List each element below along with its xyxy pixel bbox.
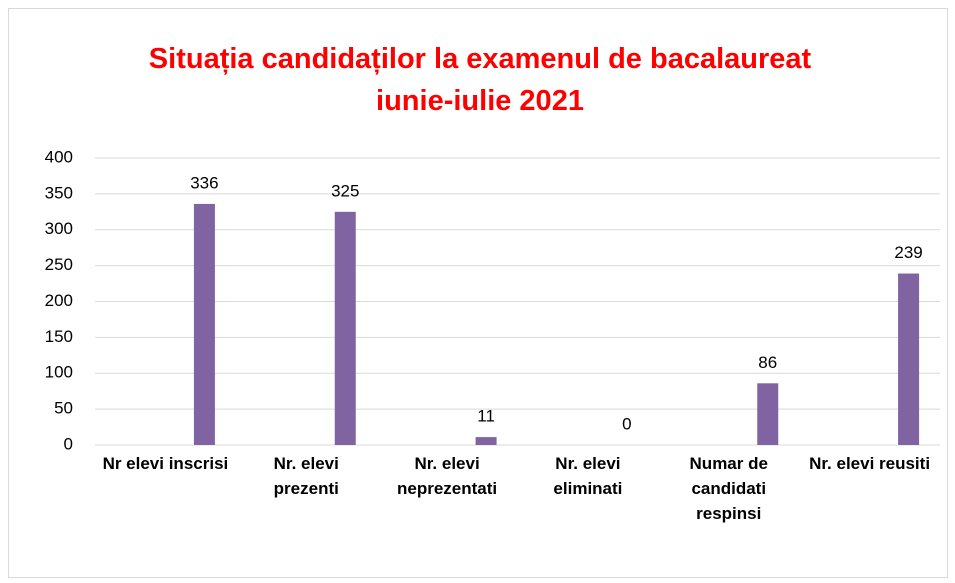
bar bbox=[898, 273, 920, 445]
bar bbox=[334, 211, 356, 445]
y-tick-label: 0 bbox=[64, 434, 73, 453]
x-tick-label: Nr elevi inscrisi bbox=[102, 454, 229, 473]
data-label: 239 bbox=[894, 243, 922, 262]
bar bbox=[193, 203, 215, 445]
bar bbox=[757, 383, 779, 445]
y-tick-label: 350 bbox=[45, 183, 73, 202]
x-tick-label: Nr. elevi eliminati bbox=[553, 454, 623, 498]
y-tick-label: 150 bbox=[45, 327, 73, 346]
data-label: 11 bbox=[477, 407, 495, 426]
y-tick-label: 400 bbox=[45, 147, 73, 166]
y-tick-label: 100 bbox=[45, 363, 73, 382]
y-tick-label: 300 bbox=[45, 219, 73, 238]
x-tick-label: Nr. elevi neprezentati bbox=[397, 454, 498, 498]
data-label: 336 bbox=[190, 173, 218, 192]
chart-title: Situația candidaților la examenul de bac… bbox=[148, 43, 812, 117]
x-tick-label: Numar de candidati respinsi bbox=[689, 454, 768, 523]
chart-border bbox=[8, 8, 948, 578]
bar bbox=[475, 437, 497, 445]
data-label: 86 bbox=[758, 353, 777, 372]
x-tick-label: Nr. elevi prezenti bbox=[273, 454, 339, 498]
data-label: 325 bbox=[331, 181, 359, 200]
data-label: 0 bbox=[622, 414, 631, 433]
x-tick-label: Nr. elevi reusiti bbox=[809, 454, 931, 473]
y-tick-label: 200 bbox=[45, 291, 73, 310]
y-tick-label: 250 bbox=[45, 255, 73, 274]
y-tick-label: 50 bbox=[54, 399, 73, 418]
